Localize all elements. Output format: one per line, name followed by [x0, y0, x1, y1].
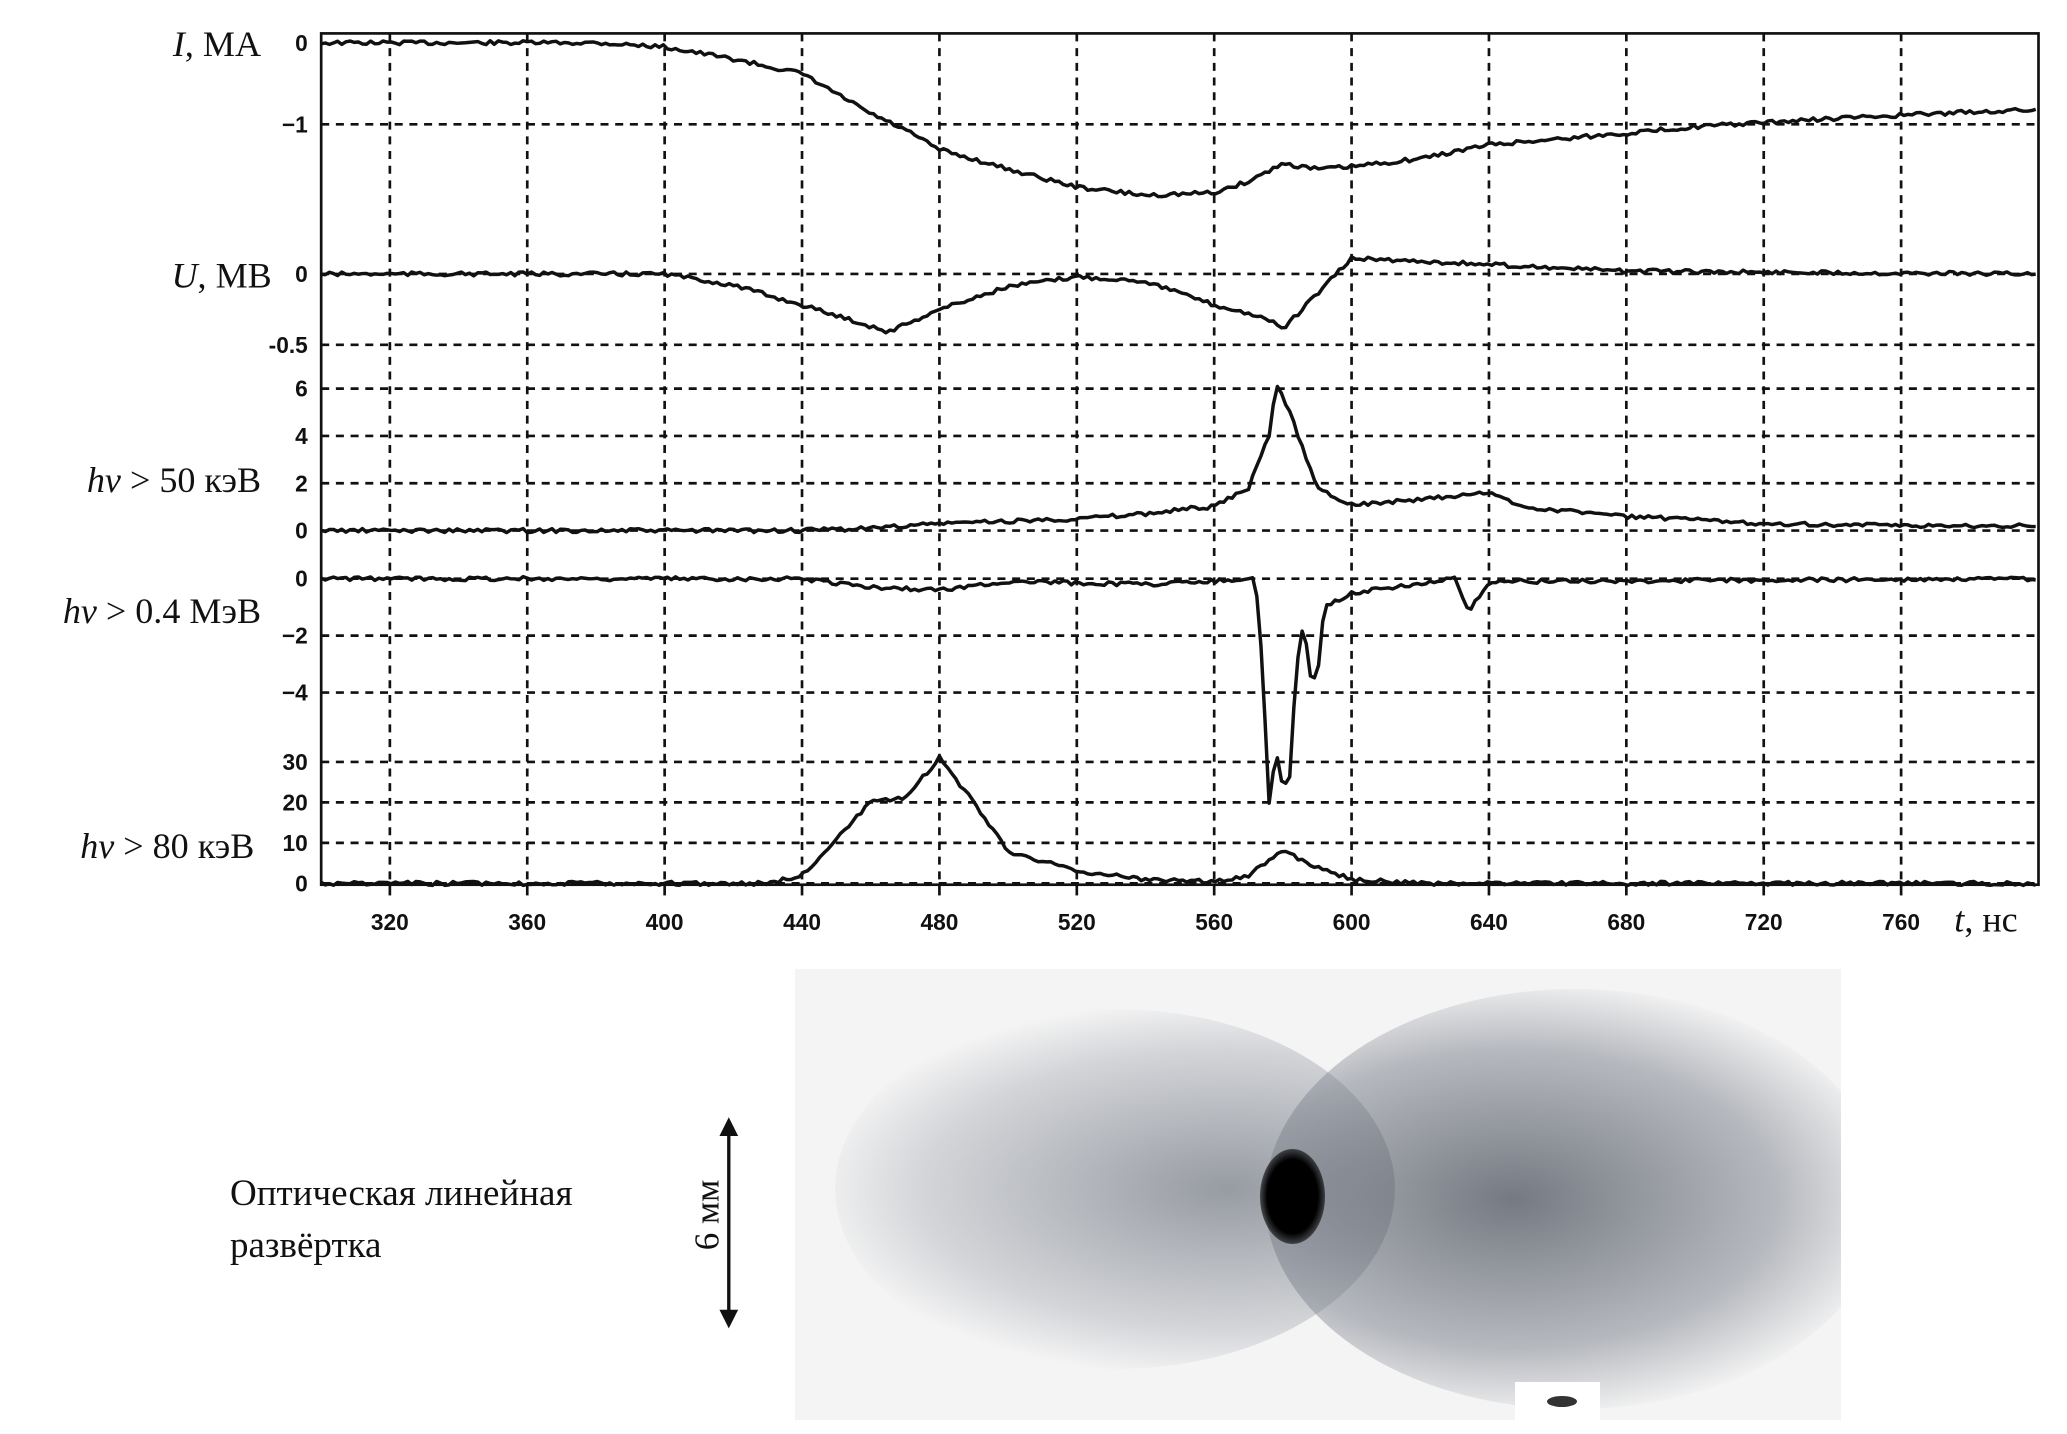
- x-axis-label: t, нс: [1954, 899, 2017, 939]
- x-tick-label: 360: [508, 909, 546, 935]
- y-tick-label: -0.5: [269, 332, 308, 358]
- y-tick-label: 0: [295, 30, 308, 56]
- y-tick-label: 0: [295, 261, 308, 287]
- trace-panel-2: [321, 254, 2036, 335]
- y-tick-label: 0: [295, 870, 308, 896]
- x-tick-label: 720: [1745, 909, 1783, 935]
- x-tick-label: 520: [1058, 909, 1096, 935]
- trace-panel-5: [320, 754, 2037, 888]
- panel-label: hν > 80 кэВ: [80, 826, 254, 866]
- trace-panel-1: [320, 39, 2037, 199]
- panel-label: hν > 0.4 МэВ: [63, 591, 261, 631]
- panel-label: hν > 50 кэВ: [87, 460, 261, 500]
- x-tick-label: 440: [783, 909, 821, 935]
- y-tick-label: 0: [295, 566, 308, 592]
- tick-labels: 320 360 400 440 480 520 560 600 640 680 720 7600−10…: [269, 30, 1920, 935]
- y-tick-label: 2: [295, 470, 308, 496]
- trace-panel-4: [320, 574, 2036, 805]
- x-tick-label: 320: [371, 909, 409, 935]
- panel-labels: I, МА U, МВ hν > 50 кэВ hν > 0.4 МэВ hν > 80…: [63, 24, 272, 866]
- y-tick-label: 20: [283, 789, 308, 815]
- x-tick-label: 480: [920, 909, 958, 935]
- x-tick-label: 560: [1195, 909, 1233, 935]
- y-tick-label: −4: [282, 680, 308, 706]
- y-tick-label: 6: [295, 376, 308, 402]
- optical-streak-image: [795, 969, 1841, 1420]
- y-tick-label: −2: [282, 623, 308, 649]
- x-tick-label: 400: [646, 909, 684, 935]
- x-tick-label: 760: [1882, 909, 1920, 935]
- y-tick-label: 4: [295, 423, 308, 449]
- panel-label: U, МВ: [171, 255, 271, 295]
- caption-line-1: Оптическая линейная: [230, 1173, 573, 1214]
- traces: [320, 39, 2037, 888]
- grid: [321, 33, 2039, 896]
- scale-arrow: [719, 1117, 739, 1329]
- x-tick-label: 600: [1333, 909, 1371, 935]
- y-tick-label: 10: [283, 830, 308, 856]
- x-tick-label: 640: [1470, 909, 1508, 935]
- caption-line-2: развёртка: [230, 1225, 382, 1266]
- x-tick-label: 680: [1607, 909, 1645, 935]
- scale-label: 6 мм: [687, 1179, 727, 1251]
- plot-frame: [319, 32, 2040, 887]
- panel-label: I, МА: [172, 24, 261, 64]
- y-tick-label: −1: [282, 111, 308, 137]
- y-tick-label: 30: [283, 749, 308, 775]
- photo-caption: Оптическая линейная развёртка: [230, 1168, 573, 1272]
- trace-panel-3: [320, 384, 2036, 535]
- y-tick-label: 0: [295, 518, 308, 544]
